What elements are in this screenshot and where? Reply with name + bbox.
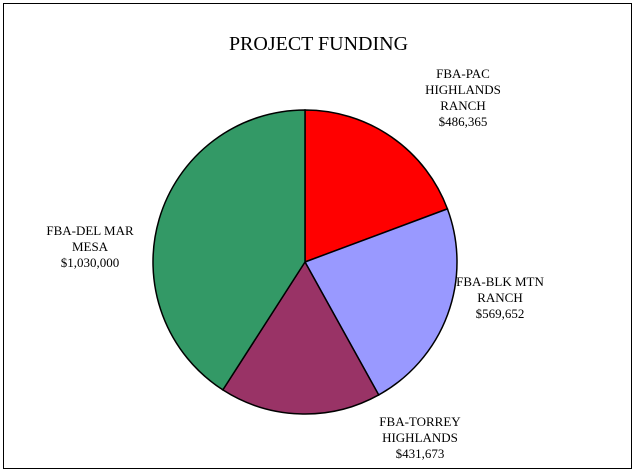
- pie-slice: [221, 260, 380, 415]
- pie-slice: [152, 109, 306, 391]
- slice-category: FBA-TORREY HIGHLANDS: [379, 414, 461, 445]
- data-label: FBA-DEL MAR MESA $1,030,000: [45, 223, 135, 271]
- slice-value: $1,030,000: [60, 255, 120, 270]
- slice-category: FBA-PAC HIGHLANDS RANCH: [425, 66, 501, 113]
- slice-category: FBA-BLK MTN RANCH: [456, 274, 544, 305]
- data-label: FBA-BLK MTN RANCH $569,652: [455, 274, 545, 322]
- chart-frame: [3, 3, 632, 469]
- pie-slice: [304, 109, 449, 264]
- data-label: FBA-PAC HIGHLANDS RANCH $486,365: [423, 66, 503, 130]
- data-label: FBA-TORREY HIGHLANDS $431,673: [377, 414, 463, 462]
- pie-slice: [303, 207, 458, 396]
- chart-title: PROJECT FUNDING: [228, 33, 409, 55]
- slice-value: $486,365: [438, 114, 488, 129]
- slice-value: $569,652: [475, 306, 525, 321]
- slice-value: $431,673: [395, 446, 445, 461]
- slice-category: FBA-DEL MAR MESA: [46, 223, 134, 254]
